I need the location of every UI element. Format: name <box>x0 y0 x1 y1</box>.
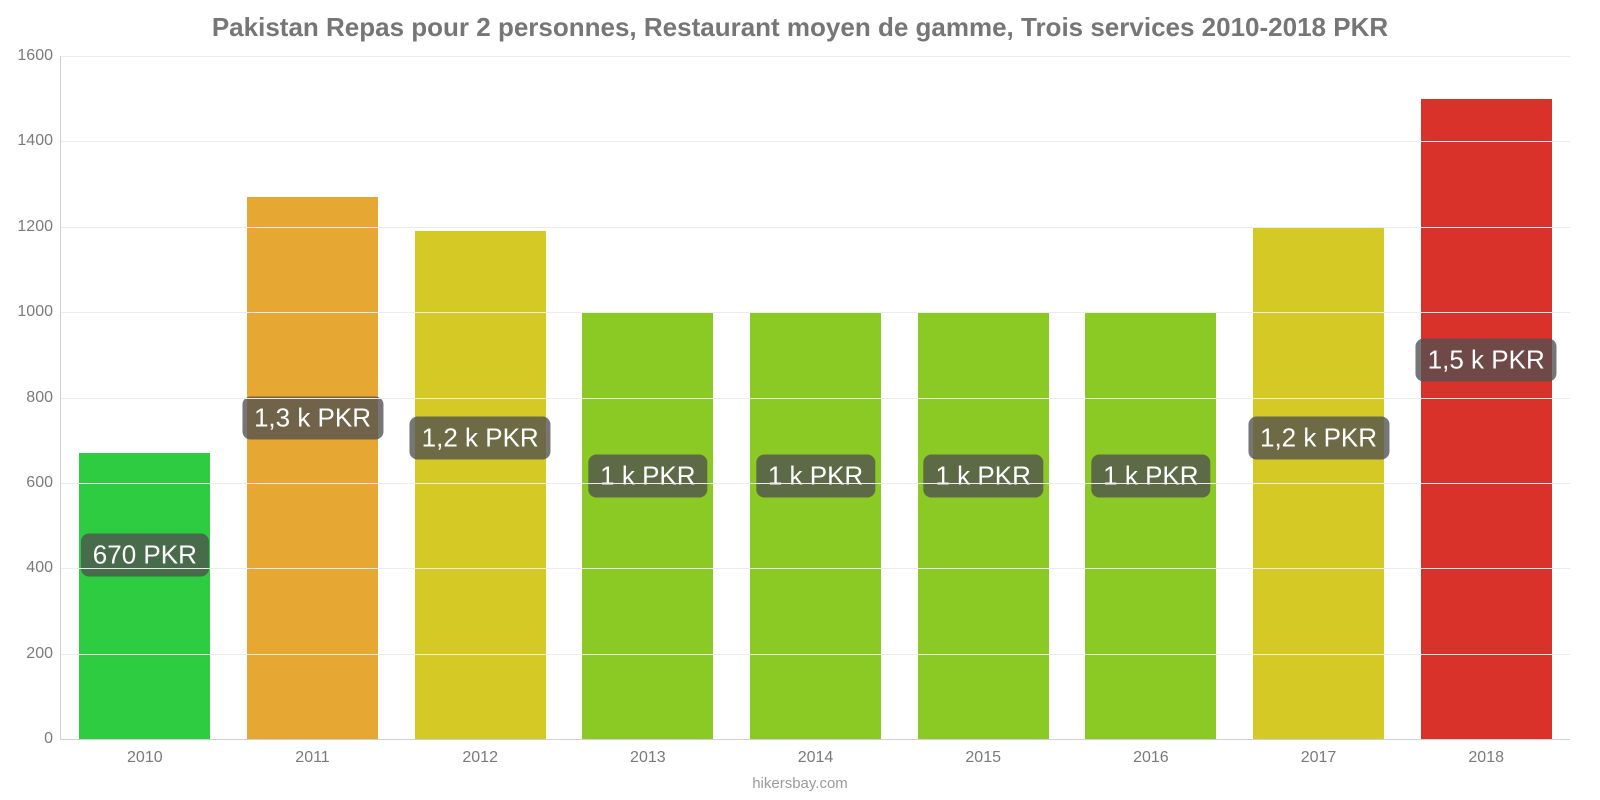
y-tick-label: 600 <box>26 474 61 492</box>
bar-value-label: 1 k PKR <box>1091 455 1210 498</box>
bar-value-label: 1,2 k PKR <box>410 417 551 460</box>
y-tick-label: 1600 <box>17 47 61 65</box>
bar <box>415 231 546 739</box>
y-tick-label: 1400 <box>17 132 61 150</box>
gridline <box>61 654 1570 655</box>
bar <box>1421 99 1552 739</box>
y-tick-label: 1200 <box>17 218 61 236</box>
plot-area: 2010670 PKR20111,3 k PKR20121,2 k PKR201… <box>60 56 1570 740</box>
x-tick-label: 2014 <box>798 739 834 767</box>
x-tick-label: 2012 <box>462 739 498 767</box>
bar-value-label: 1 k PKR <box>756 455 875 498</box>
gridline <box>61 483 1570 484</box>
y-tick-label: 400 <box>26 559 61 577</box>
x-tick-label: 2015 <box>965 739 1001 767</box>
x-tick-label: 2018 <box>1468 739 1504 767</box>
y-tick-label: 0 <box>44 730 61 748</box>
x-tick-label: 2011 <box>295 739 329 767</box>
gridline <box>61 227 1570 228</box>
bar <box>918 312 1049 739</box>
chart-title: Pakistan Repas pour 2 personnes, Restaur… <box>0 0 1600 43</box>
bar-value-label: 1,2 k PKR <box>1248 417 1389 460</box>
bar <box>582 312 713 739</box>
x-tick-label: 2016 <box>1133 739 1169 767</box>
bar-value-label: 670 PKR <box>81 533 209 576</box>
bar-value-label: 1 k PKR <box>924 455 1043 498</box>
bar-value-label: 1 k PKR <box>588 455 707 498</box>
bar <box>79 453 210 739</box>
x-tick-label: 2017 <box>1301 739 1337 767</box>
x-tick-label: 2010 <box>127 739 163 767</box>
y-tick-label: 200 <box>26 645 61 663</box>
bar <box>247 197 378 739</box>
source-attribution: hikersbay.com <box>0 775 1600 792</box>
gridline <box>61 56 1570 57</box>
x-tick-label: 2013 <box>630 739 666 767</box>
bar-value-label: 1,5 k PKR <box>1416 338 1557 381</box>
gridline <box>61 568 1570 569</box>
gridline <box>61 312 1570 313</box>
bar-value-label: 1,3 k PKR <box>242 397 383 440</box>
y-tick-label: 800 <box>26 389 61 407</box>
bar <box>1085 312 1216 739</box>
gridline <box>61 141 1570 142</box>
bar <box>750 312 881 739</box>
y-tick-label: 1000 <box>17 303 61 321</box>
gridline <box>61 398 1570 399</box>
